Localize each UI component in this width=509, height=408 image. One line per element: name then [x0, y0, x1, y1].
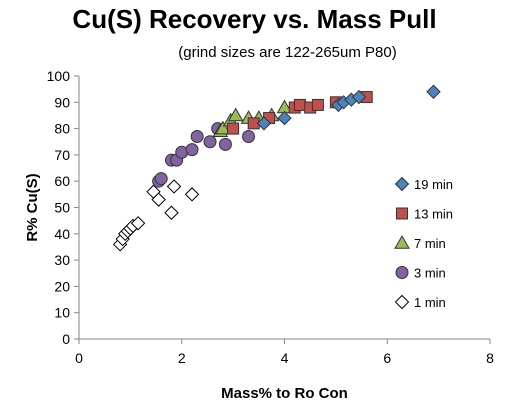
chart-title: Cu(S) Recovery vs. Mass Pull [72, 4, 437, 34]
data-point-1-min [166, 179, 182, 194]
data-point-3-min [185, 143, 199, 157]
y-tick-label: 70 [54, 147, 70, 163]
legend-label-19-min: 19 min [414, 177, 453, 192]
y-tick-label: 100 [47, 68, 71, 84]
data-point-1-min [130, 216, 146, 231]
legend-marker-3-min [395, 266, 409, 279]
data-point-1-min [164, 205, 179, 220]
y-axis-label: R% Cu(S) [24, 173, 41, 241]
x-tick-label: 4 [281, 350, 289, 366]
y-tick-label: 0 [62, 331, 70, 347]
legend-marker-1-min [394, 294, 410, 310]
y-tick-label: 60 [54, 173, 70, 189]
y-tick-label: 50 [54, 200, 70, 216]
legend-marker-13-min [396, 207, 408, 220]
data-point-13-min [311, 98, 324, 111]
data-point-7-min [227, 107, 244, 122]
chart-subtitle: (grind sizes are 122-265um P80) [178, 44, 397, 61]
y-tick-label: 30 [54, 252, 70, 268]
data-point-3-min [203, 135, 217, 149]
legend-label-13-min: 13 min [414, 207, 453, 222]
data-point-19-min [277, 110, 292, 126]
data-point-3-min [242, 129, 256, 143]
data-point-3-min [190, 129, 204, 143]
legend-label-3-min: 3 min [414, 266, 446, 281]
data-point-13-min [293, 98, 306, 111]
x-tick-label: 8 [486, 350, 494, 366]
data-point-19-min [351, 89, 367, 105]
data-point-3-min [218, 137, 232, 151]
x-tick-label: 0 [75, 350, 83, 366]
data-point-19-min [256, 116, 272, 131]
x-tick-label: 6 [383, 350, 391, 366]
legend-marker-19-min [394, 176, 410, 192]
x-axis-label: Mass% to Ro Con [221, 385, 348, 402]
data-point-13-min [227, 122, 240, 135]
data-point-1-min [151, 192, 166, 207]
legend-label-7-min: 7 min [414, 236, 446, 251]
y-tick-label: 20 [54, 278, 70, 294]
legend-marker-7-min [394, 234, 410, 249]
data-point-19-min [426, 84, 441, 99]
y-tick-label: 90 [54, 94, 70, 110]
y-tick-label: 40 [54, 226, 70, 242]
x-tick-label: 2 [178, 350, 186, 366]
data-point-1-min [184, 187, 200, 202]
y-tick-label: 80 [54, 121, 70, 137]
data-point-7-min [214, 120, 231, 135]
data-point-3-min [154, 172, 168, 186]
legend-label-1-min: 1 min [414, 295, 446, 310]
y-tick-label: 10 [54, 305, 70, 321]
